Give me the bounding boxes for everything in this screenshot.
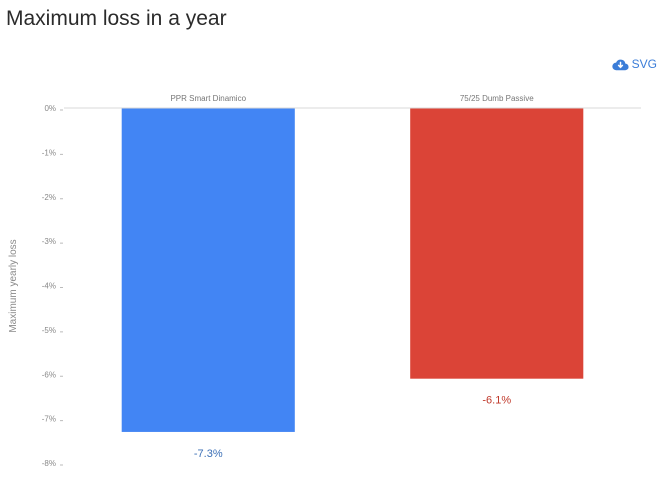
data-label: -7.3% (194, 448, 223, 460)
svg-export-button[interactable]: SVG (612, 57, 657, 71)
y-axis-title: Maximum yearly loss (8, 239, 19, 332)
y-tick-label: -7% (42, 415, 56, 424)
bar[interactable]: 75/25 Dumb Passive: -6.1% (410, 108, 584, 379)
y-tick-label: -4% (42, 282, 56, 291)
data-label: -6.1% (482, 395, 511, 407)
category-label: PPR Smart Dinamico (170, 94, 246, 103)
svg-export-label: SVG (631, 57, 657, 71)
category-label: 75/25 Dumb Passive (460, 94, 534, 103)
y-tick-label: -8% (42, 459, 56, 468)
bar[interactable]: PPR Smart Dinamico: -7.3% (121, 108, 295, 432)
chart-title: Maximum loss in a year (6, 7, 227, 30)
y-tick-label: -1% (42, 148, 56, 157)
y-tick-label: -2% (42, 193, 56, 202)
y-tick-label: -6% (42, 370, 56, 379)
y-tick-label: 0% (44, 104, 56, 113)
y-tick-label: -3% (42, 237, 56, 246)
y-tick-label: -5% (42, 326, 56, 335)
cloud-download-icon (612, 59, 629, 70)
